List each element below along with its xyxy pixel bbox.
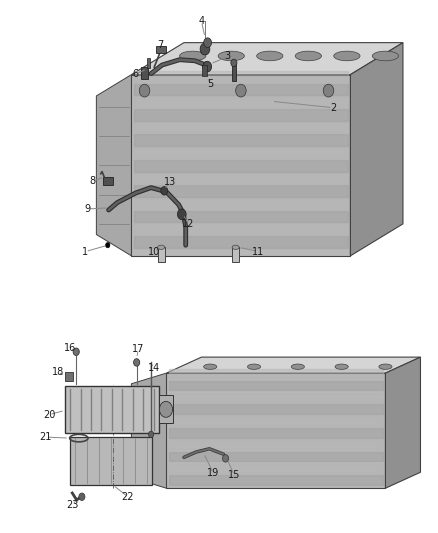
Circle shape bbox=[177, 209, 186, 220]
Ellipse shape bbox=[334, 51, 360, 61]
Bar bbox=[202, 65, 207, 76]
Circle shape bbox=[223, 455, 229, 462]
Ellipse shape bbox=[158, 245, 165, 249]
Circle shape bbox=[79, 493, 85, 500]
Text: 19: 19 bbox=[207, 469, 219, 478]
Ellipse shape bbox=[218, 51, 244, 61]
Circle shape bbox=[161, 187, 168, 195]
Text: 12: 12 bbox=[182, 219, 194, 229]
Text: 1: 1 bbox=[82, 247, 88, 256]
Circle shape bbox=[139, 84, 150, 97]
Bar bbox=[232, 64, 236, 81]
Polygon shape bbox=[131, 43, 403, 75]
Bar bbox=[158, 247, 165, 262]
Ellipse shape bbox=[291, 364, 304, 369]
Bar bbox=[232, 247, 239, 262]
Text: 20: 20 bbox=[43, 410, 55, 419]
Text: 17: 17 bbox=[132, 344, 145, 354]
Text: 8: 8 bbox=[89, 176, 95, 186]
Text: 21: 21 bbox=[39, 432, 52, 442]
Circle shape bbox=[134, 359, 140, 366]
Text: 13: 13 bbox=[164, 177, 176, 187]
Circle shape bbox=[106, 243, 110, 248]
Text: 14: 14 bbox=[148, 363, 160, 373]
Circle shape bbox=[73, 348, 79, 356]
Text: 3: 3 bbox=[225, 52, 231, 61]
Circle shape bbox=[159, 401, 173, 417]
Circle shape bbox=[148, 431, 154, 438]
Ellipse shape bbox=[232, 245, 239, 249]
Bar bbox=[65, 372, 73, 381]
Text: 6: 6 bbox=[133, 69, 139, 78]
Circle shape bbox=[231, 59, 237, 67]
Text: 9: 9 bbox=[85, 204, 91, 214]
Ellipse shape bbox=[379, 364, 392, 369]
Ellipse shape bbox=[247, 364, 261, 369]
Circle shape bbox=[204, 38, 212, 47]
Polygon shape bbox=[166, 357, 420, 373]
Ellipse shape bbox=[295, 51, 321, 61]
Bar bbox=[103, 177, 113, 185]
Ellipse shape bbox=[335, 364, 348, 369]
Text: 15: 15 bbox=[228, 471, 240, 480]
Polygon shape bbox=[350, 43, 403, 256]
Circle shape bbox=[236, 84, 246, 97]
Circle shape bbox=[203, 61, 212, 72]
Polygon shape bbox=[131, 373, 166, 488]
Ellipse shape bbox=[204, 364, 217, 369]
Ellipse shape bbox=[180, 51, 206, 61]
Text: 7: 7 bbox=[157, 40, 163, 50]
Text: 5: 5 bbox=[207, 79, 213, 89]
Text: 2: 2 bbox=[330, 103, 336, 112]
Ellipse shape bbox=[257, 51, 283, 61]
Bar bbox=[147, 58, 150, 68]
Polygon shape bbox=[131, 75, 350, 256]
Text: 16: 16 bbox=[64, 343, 76, 352]
Bar bbox=[141, 67, 148, 79]
Text: 18: 18 bbox=[52, 367, 64, 377]
Bar bbox=[65, 386, 159, 433]
Text: 11: 11 bbox=[252, 247, 265, 256]
Circle shape bbox=[323, 84, 334, 97]
Ellipse shape bbox=[372, 51, 399, 61]
Polygon shape bbox=[166, 373, 385, 488]
Bar bbox=[156, 46, 166, 53]
Polygon shape bbox=[385, 357, 420, 488]
Text: 10: 10 bbox=[148, 247, 160, 256]
Text: 22: 22 bbox=[122, 492, 134, 502]
Text: 4: 4 bbox=[198, 17, 205, 26]
Bar bbox=[159, 395, 173, 423]
Bar bbox=[70, 437, 152, 485]
Circle shape bbox=[200, 43, 210, 55]
Text: 23: 23 bbox=[66, 500, 78, 510]
Polygon shape bbox=[96, 75, 131, 256]
